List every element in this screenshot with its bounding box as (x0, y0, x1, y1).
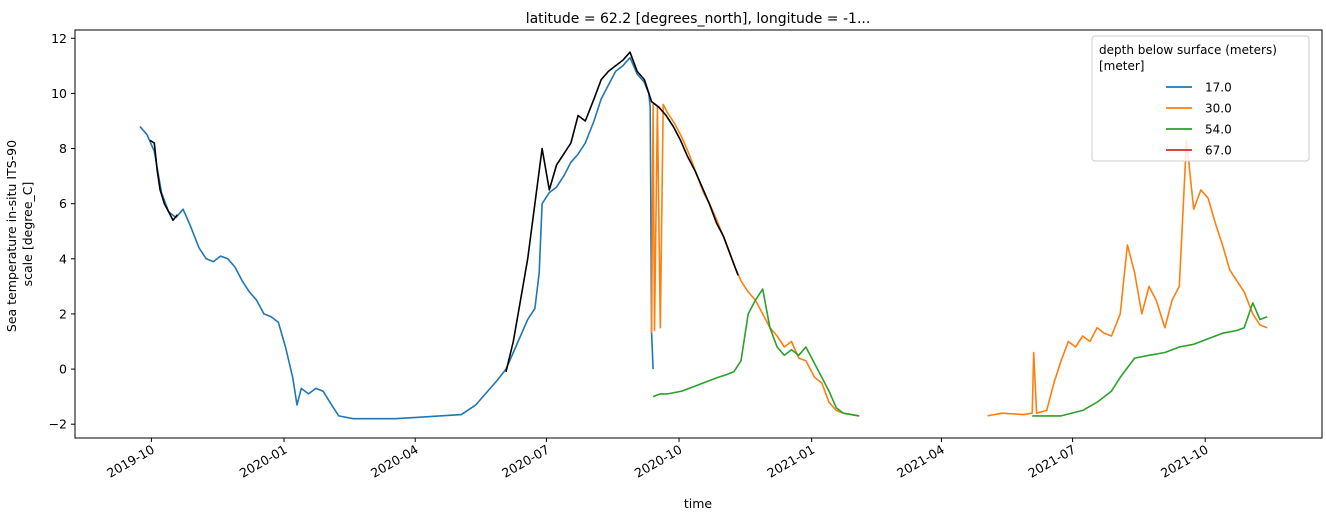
legend-label-30.0: 30.0 (1205, 102, 1232, 116)
x-tick-label: 2021-10 (1158, 442, 1211, 481)
x-tick-label: 2020-01 (237, 442, 290, 481)
y-tick-label: −2 (49, 417, 67, 432)
legend-label-67.0: 67.0 (1205, 144, 1232, 158)
legend-title-line-1: depth below surface (meters) (1099, 43, 1277, 57)
x-axis-label: time (684, 496, 713, 511)
y-tick-label: 4 (59, 251, 67, 266)
x-tick-label: 2021-01 (764, 442, 817, 481)
legend-entries: 17.0 30.0 54.0 67.0 (1166, 81, 1232, 158)
y-tick-label: 2 (59, 306, 67, 321)
legend-label-17.0: 17.0 (1205, 81, 1232, 95)
x-axis: 2019-10 2020-01 2020-04 2020-07 2020-10 2021-… (104, 438, 1211, 481)
legend-label-54.0: 54.0 (1205, 123, 1232, 137)
y-tick-label: 12 (51, 31, 67, 46)
x-tick-label: 2020-10 (632, 442, 685, 481)
series-line-17.0 (139, 56, 654, 420)
legend-box (1091, 35, 1310, 162)
chart-title: latitude = 62.2 [degrees_north], longitu… (526, 11, 871, 27)
y-tick-label: 0 (59, 362, 67, 377)
y-axis-label-line-2: scale [degree_C] (20, 182, 35, 287)
y-axis-label-line-1: Sea temperature in-situ ITS-90 (4, 140, 19, 332)
x-tick-label: 2021-07 (1025, 442, 1078, 481)
legend-title-line-2: [meter] (1099, 59, 1144, 73)
x-tick-label: 2021-04 (894, 442, 947, 481)
x-tick-label: 2020-04 (368, 442, 421, 481)
y-axis: −2 0 2 4 6 8 10 12 (49, 31, 75, 432)
series-line-54.0 (652, 288, 1268, 417)
legend: depth below surface (meters) [meter] 17.… (1091, 35, 1310, 162)
x-tick-label: 2019-10 (104, 442, 157, 481)
y-tick-label: 6 (59, 196, 67, 211)
series-line-overlay-4 (149, 51, 739, 372)
y-tick-label: 10 (51, 86, 67, 101)
plot-frame (74, 29, 1323, 439)
plot-lines (139, 51, 1268, 420)
y-axis-label: Sea temperature in-situ ITS-90 scale [de… (4, 136, 35, 332)
x-tick-label: 2020-07 (499, 442, 552, 481)
y-tick-label: 8 (59, 141, 67, 156)
